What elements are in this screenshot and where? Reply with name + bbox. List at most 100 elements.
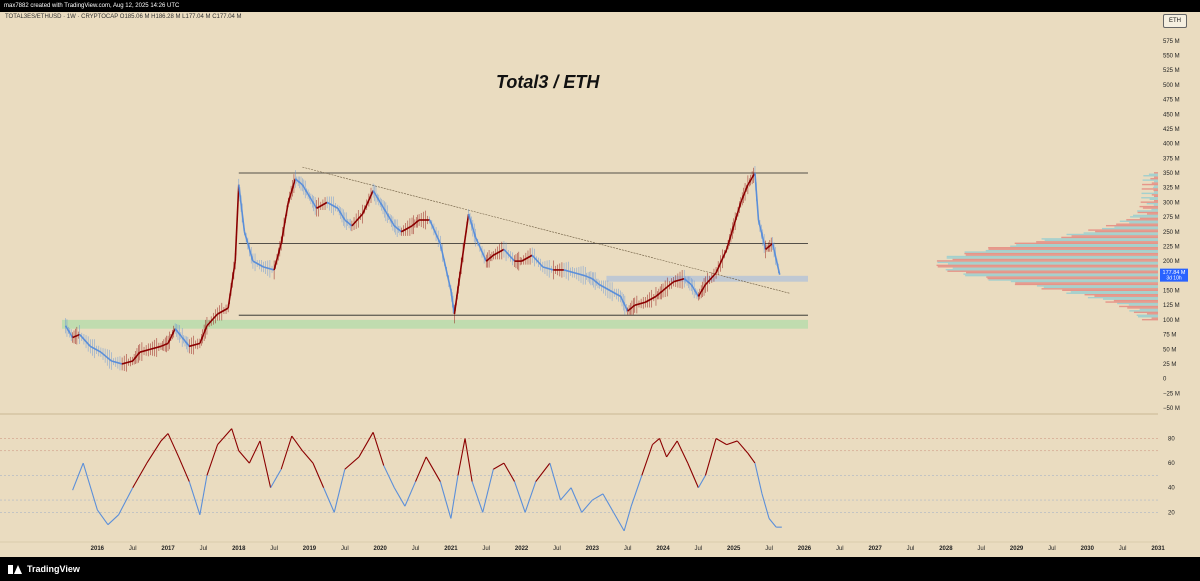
brand-name: TradingView: [27, 564, 80, 574]
volume-profile-bar: [1148, 173, 1158, 175]
price-segment: [411, 219, 420, 227]
price-chart[interactable]: 177.84 M3d 10h 575 M 550 M 525 M 500 M 475 M 4…: [0, 12, 1200, 557]
volume-profile-bar: [1146, 202, 1158, 205]
volume-profile-bar: [1083, 232, 1158, 234]
rsi-segment: [464, 438, 473, 482]
time-tick-label: Jul: [553, 546, 561, 552]
rsi-segment: [259, 440, 272, 488]
volume-profile-bar: [988, 248, 1158, 250]
rsi-segment: [372, 432, 385, 466]
volume-profile-bar: [964, 252, 1158, 255]
price-segment: [189, 342, 201, 348]
rsi-segment: [393, 487, 406, 507]
rsi-segment: [493, 462, 505, 470]
credit-text: max7882 created with TradingView.com, Au…: [4, 3, 180, 9]
volume-profile-bar: [1129, 222, 1158, 224]
price-segment: [704, 272, 717, 286]
price-tick-label: 400 M: [1163, 142, 1180, 148]
rsi-segment: [581, 499, 593, 513]
price-segment: [627, 304, 636, 312]
time-tick-label: 2028: [939, 546, 953, 552]
volume-profile-bar: [936, 264, 1158, 267]
currency-badge[interactable]: ETH: [1163, 14, 1187, 28]
price-segment: [542, 266, 554, 271]
price-segment: [316, 201, 328, 209]
price-segment: [747, 172, 756, 186]
price-segment: [160, 342, 169, 348]
volume-profile-bar: [1066, 233, 1158, 236]
rsi-segment: [118, 487, 134, 516]
volume-profile-bar: [1137, 210, 1158, 212]
volume-profile-bar: [1088, 229, 1158, 231]
time-tick-label: 2018: [232, 546, 246, 552]
price-segment: [287, 178, 297, 203]
time-tick-label: Jul: [977, 546, 985, 552]
volume-profile-bar: [1141, 192, 1158, 195]
volume-profile-bar: [1066, 292, 1158, 294]
price-tick-label: 0: [1163, 377, 1167, 383]
time-tick-label: 2029: [1010, 546, 1024, 552]
price-segment: [301, 184, 311, 197]
rsi-segment: [514, 481, 526, 513]
price-segment: [591, 278, 600, 286]
rsi-segment: [715, 437, 727, 446]
volume-profile-bar: [966, 271, 1158, 274]
brand-bar: TradingView: [0, 557, 1200, 581]
time-tick-label: 2031: [1151, 546, 1165, 552]
price-tick-label: −50 M: [1163, 406, 1180, 412]
rsi-segment: [535, 462, 551, 482]
volume-profile-bar: [1154, 195, 1158, 197]
price-segment: [344, 219, 353, 227]
symbol-info[interactable]: TOTAL3ES/ETHUSD · 1W · CRYPTOCAP O185.06…: [5, 14, 242, 20]
chart-area[interactable]: TOTAL3ES/ETHUSD · 1W · CRYPTOCAP O185.06…: [0, 12, 1200, 557]
volume-profile-bar: [1129, 310, 1158, 312]
rsi-segment: [270, 468, 282, 489]
time-tick-label: Jul: [624, 546, 632, 552]
volume-profile-bar: [937, 261, 1158, 264]
rsi-segment: [383, 465, 395, 488]
last-price-label: 177.84 M: [1163, 270, 1186, 276]
price-segment: [150, 345, 162, 351]
rsi-segment: [167, 433, 180, 458]
price-tick-label: 300 M: [1163, 200, 1180, 206]
price-segment: [492, 248, 505, 256]
price-segment: [609, 289, 621, 298]
price-segment: [294, 178, 303, 186]
volume-profile-bar: [1154, 176, 1158, 178]
volume-profile-bar: [947, 270, 1158, 272]
time-tick-label: Jul: [1048, 546, 1056, 552]
trendline: [302, 166, 791, 294]
price-segment: [503, 248, 516, 262]
volume-profile-bar: [1116, 223, 1158, 225]
rsi-segment: [146, 440, 162, 464]
rsi-segment: [549, 462, 562, 501]
volume-profile-bar: [1140, 201, 1158, 203]
volume-profile-bar: [1133, 214, 1158, 217]
rsi-segment: [231, 428, 240, 451]
rsi-segment: [206, 444, 219, 476]
price-segment: [351, 213, 364, 227]
price-segment: [89, 345, 102, 353]
price-segment: [690, 284, 700, 297]
volume-profile-bar: [1014, 283, 1158, 286]
volume-profile-bar: [1139, 217, 1158, 220]
price-tick-label: 125 M: [1163, 303, 1180, 309]
price-tick-label: 375 M: [1163, 156, 1180, 162]
rsi-segment: [704, 438, 717, 476]
price-segment: [732, 202, 742, 227]
volume-profile-bar: [1154, 200, 1158, 202]
rsi-segment: [570, 487, 583, 513]
rsi-segment: [666, 440, 678, 458]
volume-profile-bar: [1151, 317, 1158, 319]
volume-profile-bar: [1084, 294, 1158, 296]
price-segment: [361, 190, 374, 215]
last-price-tag: [1160, 268, 1188, 282]
price-segment: [379, 201, 388, 215]
time-tick-label: 2027: [868, 546, 882, 552]
rsi-segment: [248, 440, 261, 464]
rsi-segment: [280, 435, 293, 470]
volume-profile-bar: [963, 273, 1158, 275]
volume-profile-bar: [1095, 230, 1158, 233]
volume-profile-bar: [1117, 302, 1158, 305]
